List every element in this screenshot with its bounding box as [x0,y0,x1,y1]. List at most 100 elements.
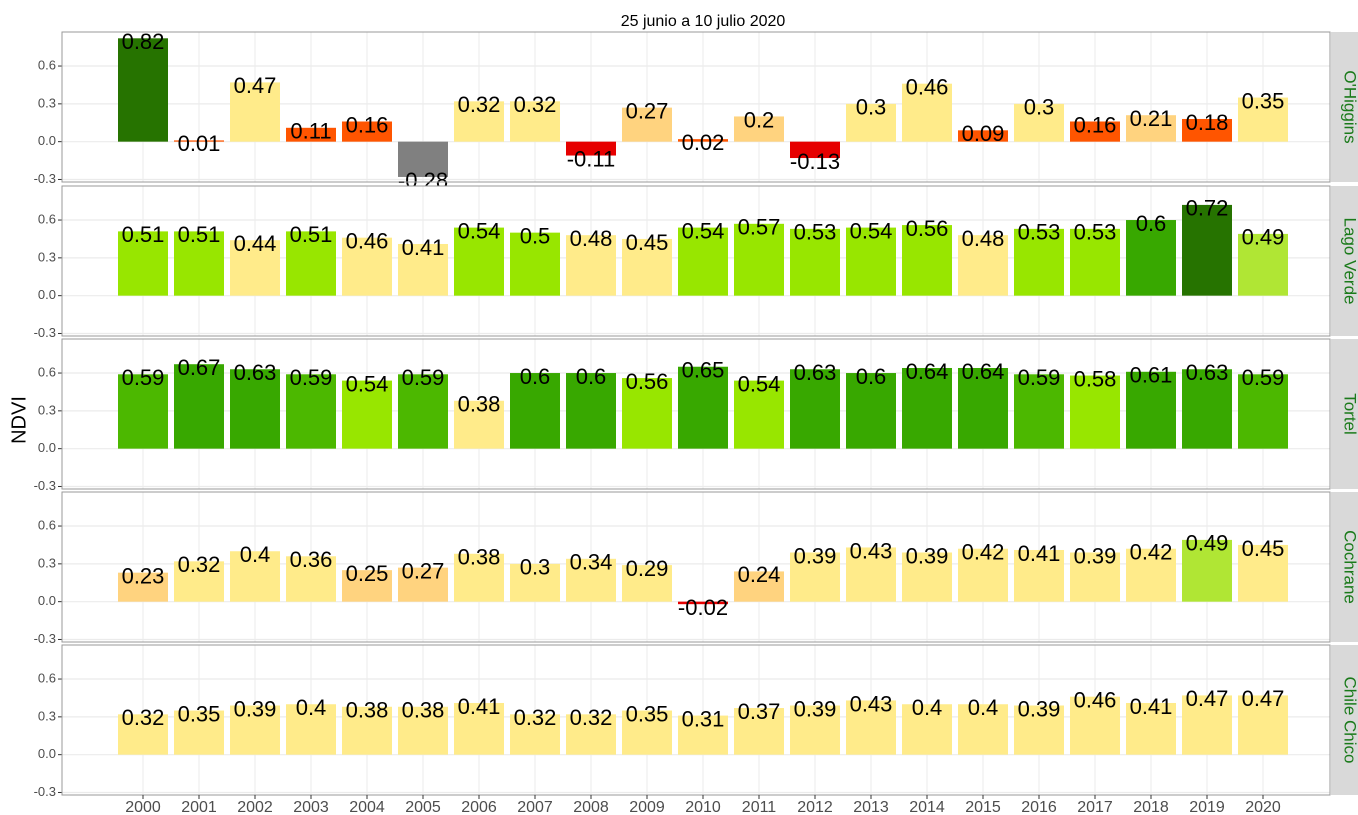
data-label: 0.21 [1130,106,1173,131]
bar [1238,97,1288,142]
bar [454,227,504,296]
data-label: 0.59 [122,365,165,390]
strip-background [1331,645,1358,795]
data-label: 0.39 [794,696,837,721]
x-tick-label: 2001 [181,799,217,815]
data-label: 0.4 [296,695,327,720]
data-label: 0.32 [514,92,557,117]
data-label: 0.59 [1018,365,1061,390]
data-label: 0.47 [234,73,277,98]
bar [734,116,784,142]
bar [622,238,672,296]
data-label: 0.43 [850,691,893,716]
data-label: 0.51 [290,222,333,247]
data-label: 0.32 [458,92,501,117]
x-tick-label: 2017 [1077,799,1113,815]
data-label: 0.41 [1018,541,1061,566]
x-tick-label: 2016 [1021,799,1057,815]
y-tick-label: 0.0 [38,593,56,608]
bar [1182,369,1232,449]
bar [678,366,728,449]
bar [1182,204,1232,296]
y-tick-label: -0.3 [34,631,56,646]
bar [286,704,336,755]
data-label: 0.41 [402,235,445,260]
y-tick-label: 0.3 [38,402,56,417]
y-tick-label: 0.0 [38,287,56,302]
x-tick-label: 2002 [237,799,273,815]
data-label: 0.35 [626,701,669,726]
bar [958,704,1008,755]
data-label: 0.64 [906,359,949,384]
bar [398,706,448,755]
bar [286,556,336,602]
y-tick-label: 0.3 [38,95,56,110]
x-tick-label: 2007 [517,799,553,815]
data-label: 0.32 [178,552,221,577]
data-label: 0.63 [1186,360,1229,385]
bar [566,714,616,755]
bar [174,231,224,296]
x-tick-label: 2009 [629,799,665,815]
bar [510,563,560,602]
data-label: 0.47 [1186,686,1229,711]
data-label: 0.02 [682,130,725,155]
bar [1126,220,1176,296]
strip-label: O'Higgins [1341,70,1358,143]
bar [230,705,280,755]
data-label: 0.54 [850,218,893,243]
data-label: -0.13 [790,149,840,174]
strip-background [1331,339,1358,489]
bar [734,571,784,602]
bar [846,227,896,296]
bar [1126,702,1176,755]
bar [454,101,504,142]
bar [622,565,672,602]
data-label: 0.3 [856,95,887,120]
strip-background [1331,32,1358,182]
bar [902,225,952,296]
bar [846,373,896,449]
bar [790,552,840,602]
bar [1238,695,1288,755]
data-label: 0.35 [178,701,221,726]
data-label: 0.54 [682,218,725,243]
y-axis-label: NDVI [8,396,30,444]
bar [342,570,392,602]
bar [342,237,392,296]
data-label: 0.44 [234,231,277,256]
bar [566,373,616,449]
bar [958,367,1008,449]
x-tick-label: 2005 [405,799,441,815]
data-label: 0.51 [178,222,221,247]
bar [1182,118,1232,142]
data-label: 0.2 [744,107,775,132]
bar [174,710,224,755]
data-label: 0.11 [290,119,331,144]
bar [958,130,1008,142]
bar [1126,548,1176,602]
x-tick-label: 2008 [573,799,609,815]
bar [1126,371,1176,449]
bar [1070,228,1120,296]
data-label: 0.61 [1130,363,1173,388]
x-tick-label: 2004 [349,799,385,815]
data-label: 0.46 [1074,687,1117,712]
data-label: 0.56 [906,216,949,241]
bar [118,572,168,602]
data-label: 0.67 [178,355,221,380]
y-tick-label: 0.0 [38,440,56,455]
data-label: 0.42 [1130,540,1173,565]
data-label: 0.54 [458,218,501,243]
bar [1014,549,1064,602]
bar [230,369,280,449]
data-label: 0.16 [346,112,389,137]
data-label: 0.38 [458,392,501,417]
data-label: 0.37 [738,699,781,724]
y-tick-label: 0.6 [38,364,56,379]
y-tick-label: 0.3 [38,708,56,723]
bar [566,558,616,602]
bar [1182,695,1232,755]
bar [510,232,560,296]
y-tick-label: -0.3 [34,784,56,799]
